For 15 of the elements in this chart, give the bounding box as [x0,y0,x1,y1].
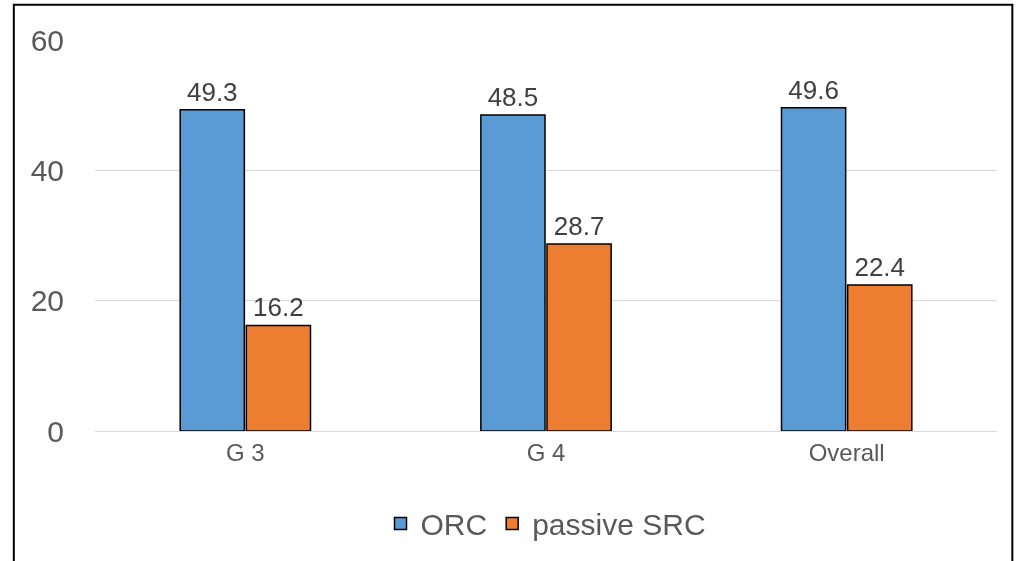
x-tick-label: G 3 [225,438,265,466]
legend-label: passive SRC [532,508,706,542]
data-label: 28.7 [553,210,605,241]
data-label: 48.5 [487,81,539,112]
y-tick-label: 60 [30,23,64,57]
y-tick-label: 0 [47,414,64,448]
data-label: 22.4 [854,252,906,283]
legend-label: ORC [420,508,488,542]
data-label: 16.2 [253,292,304,323]
x-tick-label: Overall [808,438,885,466]
data-label: 49.3 [186,76,238,107]
y-tick-label: 20 [30,284,64,318]
y-tick-label: 40 [30,153,64,187]
data-label: 49.6 [788,74,839,105]
x-tick-label: G 4 [526,438,566,466]
